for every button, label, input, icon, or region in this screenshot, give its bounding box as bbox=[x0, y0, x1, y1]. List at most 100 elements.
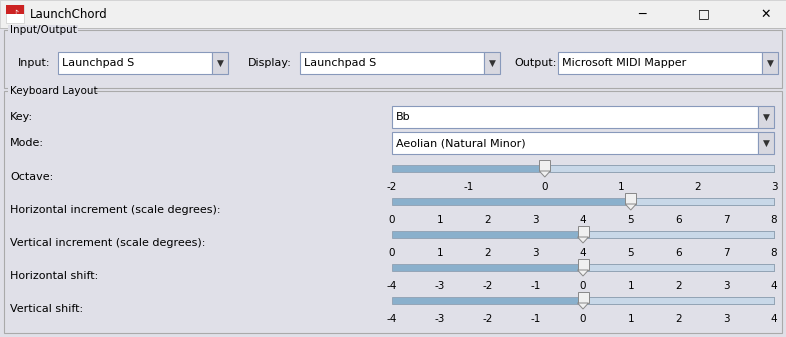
Text: -2: -2 bbox=[483, 281, 493, 291]
Text: 0: 0 bbox=[542, 182, 548, 192]
Bar bbox=[392, 264, 774, 271]
Bar bbox=[630, 198, 774, 205]
Polygon shape bbox=[539, 171, 550, 177]
Bar bbox=[392, 231, 774, 238]
Text: 6: 6 bbox=[675, 215, 681, 225]
Text: 8: 8 bbox=[771, 248, 777, 258]
Text: -4: -4 bbox=[387, 314, 397, 324]
Text: Launchpad S: Launchpad S bbox=[62, 58, 134, 68]
Text: Vertical increment (scale degrees):: Vertical increment (scale degrees): bbox=[10, 238, 205, 248]
Text: 4: 4 bbox=[580, 215, 586, 225]
Text: ─: ─ bbox=[638, 7, 646, 21]
Text: -3: -3 bbox=[435, 281, 445, 291]
Polygon shape bbox=[578, 237, 589, 243]
Text: Keyboard Layout: Keyboard Layout bbox=[10, 86, 97, 96]
Bar bbox=[4, 91, 782, 333]
Polygon shape bbox=[625, 204, 636, 210]
Text: Aeolian (Natural Minor): Aeolian (Natural Minor) bbox=[396, 138, 526, 148]
Bar bbox=[484, 52, 500, 74]
Text: Mode:: Mode: bbox=[10, 138, 44, 148]
Bar bbox=[300, 52, 484, 74]
Text: 7: 7 bbox=[723, 215, 729, 225]
Text: 1: 1 bbox=[627, 314, 634, 324]
Bar bbox=[758, 132, 774, 154]
Bar bbox=[762, 52, 778, 74]
Text: 3: 3 bbox=[532, 248, 538, 258]
Text: Horizontal increment (scale degrees):: Horizontal increment (scale degrees): bbox=[10, 205, 221, 215]
Bar bbox=[392, 106, 758, 128]
Text: -1: -1 bbox=[463, 182, 474, 192]
Text: 8: 8 bbox=[771, 215, 777, 225]
Bar bbox=[578, 259, 589, 270]
Text: -1: -1 bbox=[530, 314, 541, 324]
Polygon shape bbox=[578, 270, 589, 276]
Text: LaunchChord: LaunchChord bbox=[30, 7, 108, 21]
Bar bbox=[6, 5, 24, 23]
Text: ▼: ▼ bbox=[762, 139, 769, 148]
Bar bbox=[539, 160, 550, 171]
Text: 1: 1 bbox=[618, 182, 625, 192]
Text: 5: 5 bbox=[627, 248, 634, 258]
Bar bbox=[758, 106, 774, 128]
Text: 2: 2 bbox=[675, 281, 681, 291]
Text: 0: 0 bbox=[580, 281, 586, 291]
Text: ▼: ▼ bbox=[762, 113, 769, 122]
Bar bbox=[583, 231, 774, 238]
Bar bbox=[392, 297, 774, 304]
Bar bbox=[8, 25, 78, 35]
Bar bbox=[212, 52, 228, 74]
Text: ▼: ▼ bbox=[766, 59, 773, 67]
Text: Vertical shift:: Vertical shift: bbox=[10, 304, 83, 314]
Text: 3: 3 bbox=[723, 281, 729, 291]
Text: ✕: ✕ bbox=[761, 7, 771, 21]
Text: 3: 3 bbox=[532, 215, 538, 225]
Bar bbox=[392, 132, 758, 154]
Text: 1: 1 bbox=[436, 215, 443, 225]
Bar bbox=[0, 0, 786, 28]
Text: 4: 4 bbox=[771, 281, 777, 291]
Text: ▼: ▼ bbox=[217, 59, 223, 67]
Bar bbox=[392, 198, 774, 205]
Text: 0: 0 bbox=[389, 248, 395, 258]
Text: Horizontal shift:: Horizontal shift: bbox=[10, 271, 98, 281]
Bar bbox=[58, 52, 212, 74]
Text: 3: 3 bbox=[771, 182, 777, 192]
Text: 0: 0 bbox=[389, 215, 395, 225]
Text: Input:: Input: bbox=[18, 58, 50, 68]
Text: 6: 6 bbox=[675, 248, 681, 258]
Text: 1: 1 bbox=[627, 281, 634, 291]
Text: -2: -2 bbox=[483, 314, 493, 324]
Text: Output:: Output: bbox=[514, 58, 556, 68]
Text: 2: 2 bbox=[675, 314, 681, 324]
Text: 5: 5 bbox=[627, 215, 634, 225]
Bar bbox=[583, 264, 774, 271]
Bar bbox=[545, 165, 774, 172]
Text: 0: 0 bbox=[580, 314, 586, 324]
Text: -2: -2 bbox=[387, 182, 397, 192]
Bar bbox=[4, 30, 782, 88]
Text: -4: -4 bbox=[387, 281, 397, 291]
Text: 2: 2 bbox=[694, 182, 701, 192]
Bar bbox=[578, 292, 589, 303]
Polygon shape bbox=[578, 303, 589, 309]
Text: -3: -3 bbox=[435, 314, 445, 324]
Text: Input/Output: Input/Output bbox=[10, 25, 77, 35]
Bar bbox=[578, 226, 589, 237]
Text: Launchpad S: Launchpad S bbox=[304, 58, 376, 68]
Bar bbox=[583, 297, 774, 304]
Bar bbox=[558, 52, 762, 74]
Text: 2: 2 bbox=[484, 248, 490, 258]
Text: ♪: ♪ bbox=[12, 9, 18, 19]
Text: 2: 2 bbox=[484, 215, 490, 225]
Text: Display:: Display: bbox=[248, 58, 292, 68]
Bar bbox=[8, 86, 94, 96]
Text: Microsoft MIDI Mapper: Microsoft MIDI Mapper bbox=[562, 58, 686, 68]
Bar bbox=[6, 5, 24, 14]
Text: 4: 4 bbox=[771, 314, 777, 324]
Text: Key:: Key: bbox=[10, 112, 33, 122]
Bar bbox=[392, 165, 774, 172]
Text: 4: 4 bbox=[580, 248, 586, 258]
Text: □: □ bbox=[698, 7, 710, 21]
Text: 3: 3 bbox=[723, 314, 729, 324]
Text: ▼: ▼ bbox=[489, 59, 495, 67]
